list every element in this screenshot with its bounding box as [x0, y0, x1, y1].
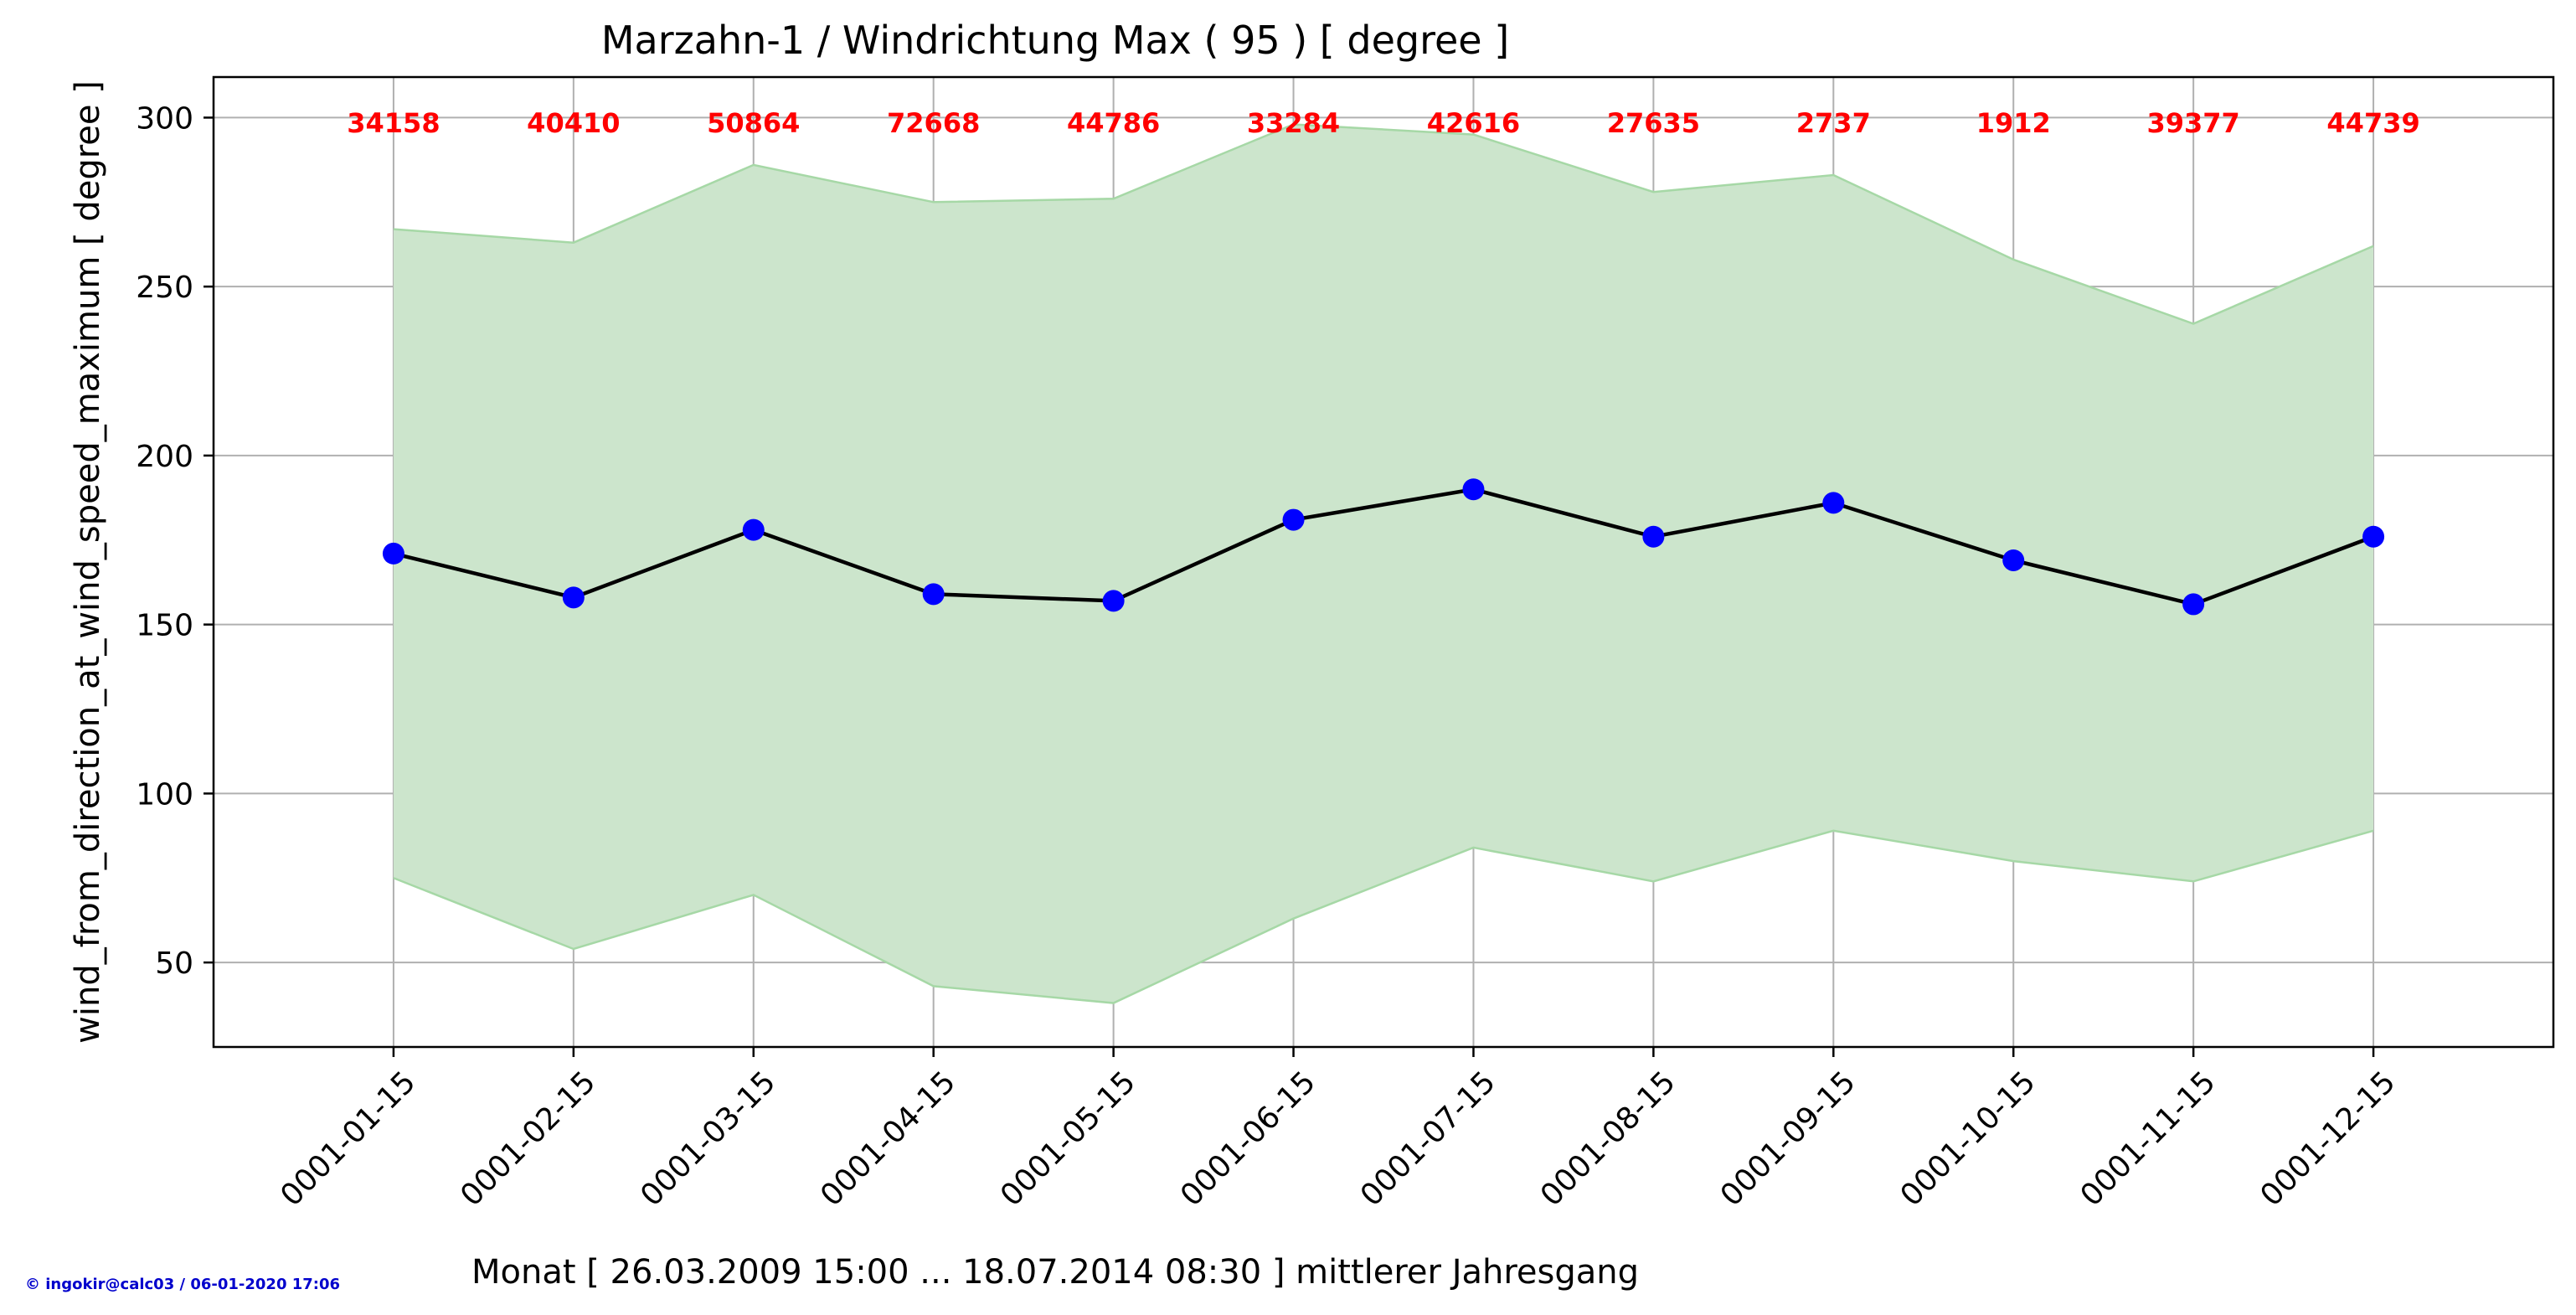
chart-title: Marzahn-1 / Windrichtung Max ( 95 ) [ de…	[601, 18, 1509, 63]
y-tick-label: 300	[136, 101, 193, 136]
count-label: 50864	[707, 107, 800, 139]
x-tick-label: 0001-06-15	[1174, 1065, 1322, 1213]
data-point	[2002, 549, 2025, 571]
series-line	[393, 487, 2374, 606]
x-tick-label: 0001-08-15	[1534, 1065, 1682, 1213]
x-tick-label: 0001-07-15	[1354, 1065, 1502, 1213]
data-point	[742, 518, 765, 541]
plot-frame	[212, 75, 2555, 1049]
count-label: 1912	[1976, 107, 2051, 139]
x-tick-label: 0001-10-15	[1894, 1065, 2043, 1213]
x-axis-label: Monat [ 26.03.2009 15:00 ... 18.07.2014 …	[471, 1253, 1639, 1292]
x-tick-label: 0001-09-15	[1714, 1065, 1862, 1213]
count-label: 72668	[887, 107, 980, 139]
band-upper-edge	[393, 123, 2374, 325]
data-point	[922, 583, 945, 606]
y-tick-label: 150	[136, 609, 193, 643]
data-point	[2182, 593, 2205, 616]
count-label: 34158	[347, 107, 440, 139]
count-label: 27635	[1607, 107, 1700, 139]
x-tick-label: 0001-02-15	[454, 1065, 602, 1213]
data-point	[382, 542, 404, 565]
y-tick-label: 200	[136, 440, 193, 474]
data-point	[1462, 478, 1485, 501]
x-tick-label: 0001-05-15	[994, 1065, 1142, 1213]
footer-credit: © ingokir@calc03 / 06-01-2020 17:06	[25, 1276, 340, 1293]
x-axis: 0001-01-15 0001-02-15 0001-03-15 0001-04-15…	[274, 1047, 2402, 1213]
x-tick-label: 0001-11-15	[2074, 1065, 2223, 1213]
x-tick-label: 0001-04-15	[814, 1065, 962, 1213]
data-point	[1822, 492, 1845, 514]
x-tick-label: 0001-01-15	[274, 1065, 422, 1213]
data-point	[1102, 590, 1125, 612]
data-point	[1282, 508, 1305, 531]
series-layer	[382, 478, 2385, 616]
x-tick-label: 0001-12-15	[2254, 1065, 2403, 1213]
data-point	[562, 586, 585, 609]
band-lower-edge	[393, 829, 2374, 1004]
count-label: 42616	[1427, 107, 1520, 139]
data-point	[1642, 525, 1665, 548]
count-label: 39377	[2146, 107, 2239, 139]
range-band	[393, 124, 2374, 1003]
y-axis-label: wind_from_direction_at_wind_speed_maximu…	[69, 80, 107, 1044]
count-label: 33284	[1247, 107, 1340, 139]
data-point	[2362, 525, 2385, 548]
y-axis: 50 100 150 200 250 300	[136, 101, 214, 981]
y-tick-label: 250	[136, 271, 193, 305]
y-tick-label: 50	[155, 946, 193, 981]
count-label: 44786	[1067, 107, 1160, 139]
count-label: 44739	[2326, 107, 2419, 139]
count-label: 40410	[527, 107, 620, 139]
band-layer	[393, 123, 2374, 1004]
y-tick-label: 100	[136, 777, 193, 812]
x-tick-label: 0001-03-15	[634, 1065, 782, 1213]
count-label: 2737	[1796, 107, 1871, 139]
count-labels: 34158 40410 50864 72668 44786 33284 42616 27635…	[347, 107, 2419, 139]
